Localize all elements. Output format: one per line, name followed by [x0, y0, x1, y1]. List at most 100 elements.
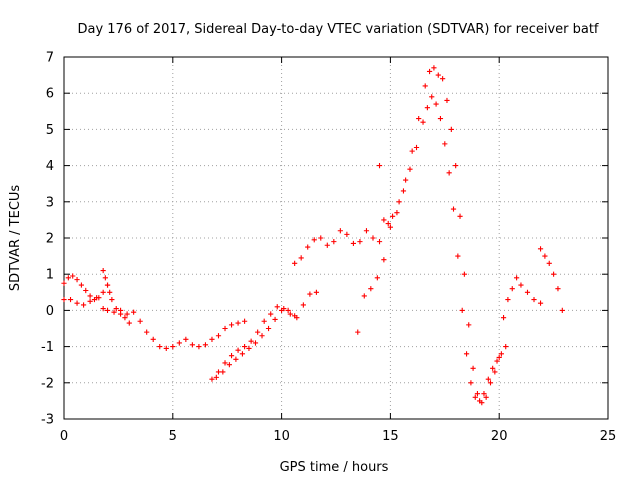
data-point — [122, 315, 128, 321]
data-point — [537, 300, 544, 306]
y-tick-label: -3 — [41, 413, 54, 428]
x-tick-label: 20 — [491, 429, 508, 444]
y-tick-label: 2 — [46, 232, 54, 247]
data-point — [305, 244, 311, 250]
data-point — [400, 188, 407, 194]
data-point — [394, 210, 400, 216]
data-point — [102, 275, 108, 281]
data-point — [100, 267, 106, 274]
x-axis-label: GPS time / hours — [280, 460, 389, 475]
data-point — [440, 76, 446, 82]
data-point — [170, 344, 176, 350]
data-point — [65, 275, 71, 281]
data-point — [226, 362, 232, 368]
data-point — [524, 289, 531, 295]
chart-title: Day 176 of 2017, Sidereal Day-to-day VTE… — [77, 22, 598, 37]
data-point — [381, 257, 387, 263]
data-point — [518, 282, 524, 288]
data-point — [479, 400, 485, 406]
data-point — [87, 293, 93, 299]
data-point — [468, 380, 474, 386]
data-point — [324, 242, 330, 248]
data-point — [396, 199, 402, 205]
data-point — [368, 286, 374, 292]
data-point — [189, 342, 195, 348]
data-point — [272, 316, 278, 323]
data-point — [78, 282, 85, 288]
x-tick-label: 25 — [600, 429, 617, 444]
data-point — [376, 163, 383, 169]
data-point — [313, 289, 320, 295]
data-point — [463, 351, 470, 357]
data-point — [416, 115, 422, 122]
data-point — [252, 340, 259, 346]
data-point — [74, 277, 80, 283]
data-point — [448, 126, 454, 132]
y-tick-label: -1 — [41, 340, 54, 355]
data-point — [104, 307, 111, 313]
data-point — [209, 336, 215, 342]
data-point — [559, 307, 565, 313]
data-point — [300, 302, 306, 308]
data-point — [274, 304, 280, 310]
data-point — [385, 220, 391, 227]
data-point — [100, 305, 106, 312]
data-point — [242, 344, 248, 350]
data-point — [215, 369, 222, 375]
data-point — [144, 329, 150, 335]
data-point — [235, 347, 241, 353]
y-tick-label: 4 — [46, 159, 54, 174]
y-tick-label: 1 — [46, 268, 54, 283]
data-point — [407, 166, 413, 172]
data-point — [67, 296, 74, 303]
data-point — [496, 354, 502, 361]
series-track-b — [61, 295, 248, 352]
data-point — [100, 289, 106, 295]
data-point — [459, 307, 465, 313]
data-point — [87, 298, 93, 304]
data-point — [213, 374, 219, 380]
data-point — [74, 300, 80, 306]
data-point — [344, 231, 350, 237]
x-tick-label: 15 — [382, 429, 399, 444]
data-point — [298, 255, 304, 261]
data-point — [202, 342, 209, 348]
data-point — [150, 336, 156, 342]
series-track-i — [537, 246, 565, 313]
data-point — [424, 105, 430, 111]
data-point — [318, 235, 324, 241]
data-point — [537, 246, 544, 252]
y-tick-label: 6 — [46, 87, 54, 102]
y-tick-label: 5 — [46, 123, 54, 138]
x-tick-label: 5 — [169, 429, 177, 444]
data-point — [498, 351, 504, 357]
data-point — [381, 217, 387, 223]
data-point — [131, 309, 137, 315]
data-point — [500, 315, 507, 321]
data-point — [279, 307, 285, 313]
data-point — [222, 360, 228, 366]
data-point — [389, 213, 396, 219]
data-point — [446, 170, 452, 176]
y-tick-labels: -3 -2 -1 0 1 2 3 4 5 6 7 — [41, 51, 54, 428]
data-point — [126, 320, 132, 326]
data-point — [113, 305, 119, 312]
data-point — [555, 286, 561, 292]
series-track-d — [209, 289, 320, 382]
data-point — [420, 119, 426, 125]
data-point — [376, 239, 383, 245]
data-point — [370, 235, 376, 241]
data-point — [61, 280, 67, 286]
data-point — [246, 345, 252, 352]
data-point — [137, 318, 143, 324]
data-point — [490, 365, 496, 371]
data-point — [514, 275, 520, 281]
data-point — [215, 333, 222, 339]
data-point — [239, 351, 246, 357]
data-point — [292, 260, 298, 266]
data-point — [183, 336, 189, 342]
data-point — [61, 296, 67, 303]
data-points — [61, 65, 565, 406]
data-point — [505, 296, 511, 303]
